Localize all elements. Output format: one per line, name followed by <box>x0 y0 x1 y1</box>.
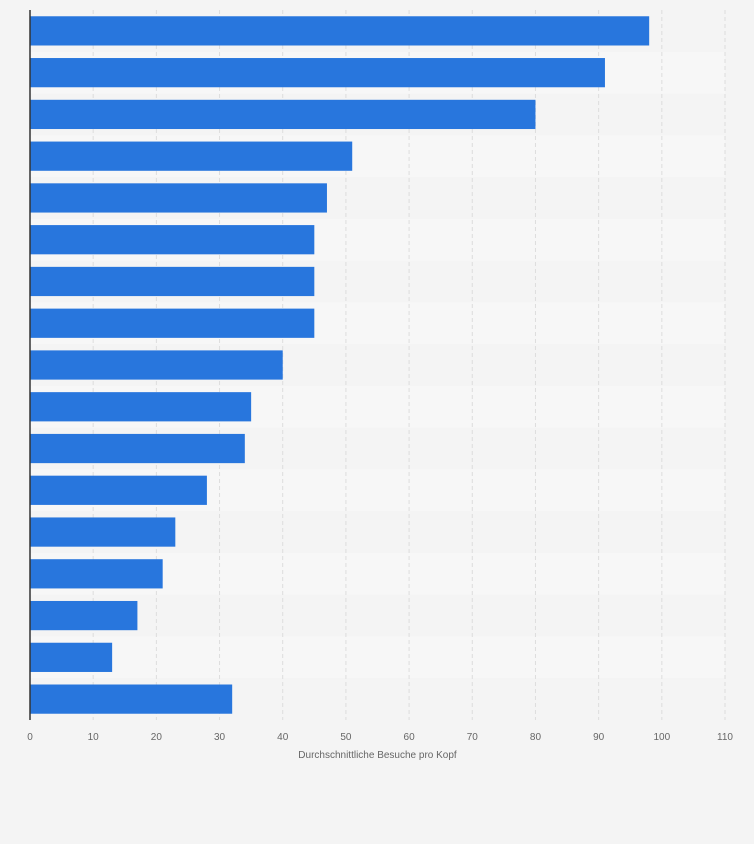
bar[interactable] <box>30 16 650 46</box>
x-tick-label: 80 <box>530 732 542 743</box>
bar[interactable] <box>30 99 536 130</box>
bars <box>30 16 650 714</box>
x-axis-title: Durchschnittliche Besuche pro Kopf <box>298 750 457 761</box>
x-tick-label: 0 <box>27 732 33 743</box>
x-tick-label: 20 <box>151 732 163 743</box>
bar[interactable] <box>30 559 163 589</box>
bar[interactable] <box>30 517 176 547</box>
bar[interactable] <box>30 642 113 672</box>
x-tick-label: 50 <box>340 732 352 743</box>
x-tick-label: 30 <box>214 732 226 743</box>
bar[interactable] <box>30 600 138 631</box>
bar[interactable] <box>30 392 252 422</box>
x-tick-label: 60 <box>404 732 416 743</box>
x-tick-label: 110 <box>717 732 733 743</box>
x-tick-label: 70 <box>467 732 479 743</box>
bar[interactable] <box>30 308 315 338</box>
x-tick-label: 100 <box>653 732 670 743</box>
bar[interactable] <box>30 266 315 297</box>
bar[interactable] <box>30 433 245 464</box>
bar[interactable] <box>30 684 233 714</box>
x-tick-label: 10 <box>88 732 100 743</box>
bar[interactable] <box>30 58 605 88</box>
bar[interactable] <box>30 225 315 255</box>
row-band <box>30 636 725 679</box>
x-axis-ticks: 0 10 20 30 40 50 60 70 80 90 100 110 <box>27 732 733 743</box>
bar[interactable] <box>30 183 327 213</box>
x-tick-label: 40 <box>277 732 289 743</box>
bar[interactable] <box>30 350 283 380</box>
bar[interactable] <box>30 141 353 171</box>
x-tick-label: 90 <box>593 732 605 743</box>
bar[interactable] <box>30 475 207 505</box>
